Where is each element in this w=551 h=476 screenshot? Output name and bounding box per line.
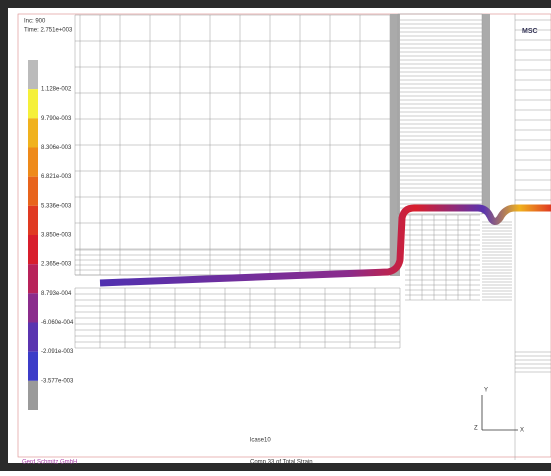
legend-swatch	[28, 176, 38, 206]
legend-cap	[28, 60, 38, 90]
column	[390, 14, 400, 276]
load-case: lcase10	[250, 438, 271, 444]
legend-label: 1.128e-002	[41, 87, 72, 93]
legend-label: 6.821e-003	[41, 174, 72, 180]
increment: Inc: 900	[24, 19, 46, 25]
column	[482, 14, 490, 214]
legend-swatch	[28, 147, 38, 177]
legend-label: 9.790e-003	[41, 116, 72, 122]
mesh	[74, 14, 551, 460]
legend-swatch	[28, 380, 38, 410]
logo: MSC	[522, 28, 538, 35]
strip	[99, 204, 551, 287]
quantity: Comp 33 of Total Strain	[250, 460, 313, 466]
axis-triad: Y Z X	[474, 388, 524, 434]
triad-y: Y	[484, 388, 488, 394]
legend-swatch	[28, 264, 38, 294]
triad-x: X	[520, 428, 524, 434]
legend-swatch	[28, 235, 38, 265]
legend-label: 8.793e-004	[41, 291, 72, 297]
legend-swatch	[28, 89, 38, 119]
legend-label: 3.850e-003	[41, 233, 72, 239]
time: Time: 2.751e+003	[24, 28, 73, 34]
view-border	[17, 13, 551, 458]
triad-z: Z	[474, 426, 478, 432]
legend-swatch	[28, 322, 38, 352]
legend-label: 2.365e-003	[41, 262, 72, 268]
legend-label: -3.577e-003	[41, 378, 74, 384]
legend-swatch	[28, 293, 38, 323]
legend-swatch	[28, 205, 38, 235]
company: Gerd Schmitz GmbH	[22, 460, 77, 466]
legend-label: 5.336e-003	[41, 203, 72, 209]
legend-swatch	[28, 351, 38, 381]
legend-label: 8.306e-003	[41, 145, 72, 151]
legend-label: -6.060e-004	[41, 320, 74, 326]
legend-label: -2.091e-003	[41, 349, 74, 355]
legend-swatch	[28, 118, 38, 148]
column	[397, 13, 483, 215]
